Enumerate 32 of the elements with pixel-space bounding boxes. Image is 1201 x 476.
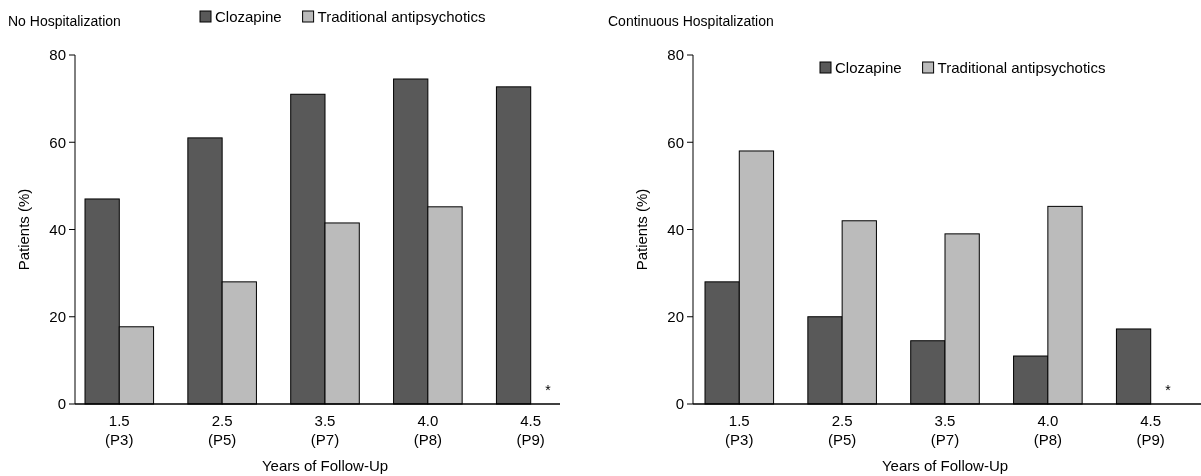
y-tick-label: 40 — [49, 220, 66, 238]
x-axis-title: Years of Follow-Up — [881, 457, 1009, 474]
x-tick-label: 2.5 (P5) — [207, 412, 237, 448]
x-tick-label: 1.5 (P3) — [725, 412, 754, 448]
chart-title: Continuous Hospitalization — [608, 13, 774, 29]
x-tick-label: 1.5 (P3) — [105, 412, 134, 448]
x-axis-title: Years of Follow-Up — [261, 457, 389, 474]
legend-label: Traditional antipsychotics — [937, 59, 1106, 76]
y-tick-label: 20 — [667, 308, 684, 325]
y-tick-label: 20 — [49, 308, 66, 325]
x-tick-label: 4.5 (P9) — [1136, 412, 1165, 448]
x-tick-label: 2.5 (P5) — [827, 412, 857, 448]
y-tick-label: 0 — [675, 395, 684, 413]
y-tick-label: 40 — [667, 220, 684, 238]
x-tick-label: 3.5 (P7) — [310, 412, 340, 448]
chart-title: No Hospitalization — [8, 13, 121, 29]
legend-label: Clozapine — [835, 59, 902, 76]
annotation: * — [545, 382, 552, 399]
y-tick-label: 60 — [49, 133, 66, 151]
y-axis-title: Patients (%) — [15, 188, 32, 271]
legend-label: Clozapine — [215, 8, 282, 25]
y-axis-title: Patients (%) — [633, 188, 650, 271]
x-tick-label: 4.0 (P8) — [1033, 412, 1063, 448]
x-tick-label: 3.5 (P7) — [930, 412, 960, 448]
x-tick-label: 4.5 (P9) — [516, 412, 545, 448]
annotation: * — [1165, 382, 1172, 399]
y-tick-label: 80 — [667, 46, 684, 64]
y-tick-label: 0 — [57, 395, 66, 413]
legend-label: Traditional antipsychotics — [317, 8, 486, 25]
y-tick-label: 60 — [667, 133, 684, 151]
x-tick-label: 4.0 (P8) — [413, 412, 443, 448]
y-tick-label: 80 — [49, 46, 66, 64]
